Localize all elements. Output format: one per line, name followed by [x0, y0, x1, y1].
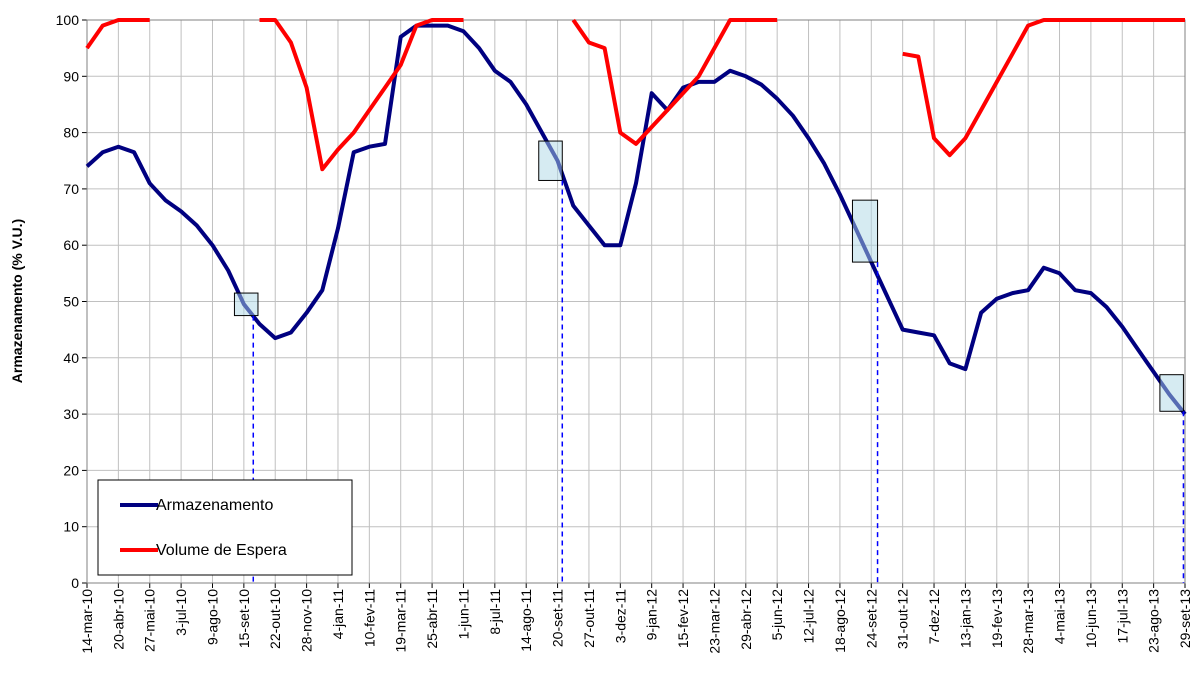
y-tick-label: 10	[63, 519, 79, 535]
x-tick-label: 22-out-10	[267, 589, 283, 649]
x-tick-label: 14-ago-11	[518, 589, 534, 652]
legend-label: Armazenamento	[156, 497, 273, 514]
x-tick-label: 27-mai-10	[142, 589, 158, 652]
x-tick-label: 17-jul-13	[1114, 589, 1130, 644]
x-tick-label: 20-abr-10	[110, 589, 126, 650]
x-tick-label: 23-mar-12	[706, 589, 722, 654]
y-tick-label: 20	[63, 462, 79, 478]
highlight-box	[538, 140, 563, 181]
series-line	[85, 18, 1185, 172]
y-tick-label: 80	[63, 125, 79, 141]
y-tick-label: 0	[71, 575, 79, 591]
x-tick-label: 3-dez-11	[612, 589, 628, 643]
x-tick-label: 15-set-10	[236, 589, 252, 648]
x-tick-label: 13-jan-13	[957, 589, 973, 648]
y-axis-title: Armazenamento (% V.U.)	[9, 219, 25, 383]
x-tick-label: 10-fev-11	[361, 589, 377, 647]
y-tick-label: 60	[63, 237, 79, 253]
x-tick-label: 9-ago-10	[204, 589, 220, 645]
y-tick-label: 50	[63, 294, 79, 310]
x-tick-label: 28-mar-13	[1020, 589, 1036, 654]
y-tick-label: 40	[63, 350, 79, 366]
x-tick-label: 25-abr-11	[424, 589, 440, 649]
x-tick-label: 8-jul-11	[487, 589, 503, 635]
highlight-box	[1159, 374, 1184, 412]
x-tick-label: 3-jul-10	[173, 589, 189, 636]
series-line	[85, 23, 1187, 416]
highlight-box	[233, 292, 259, 317]
x-tick-label: 31-out-12	[895, 589, 911, 649]
y-tick-label: 70	[63, 181, 79, 197]
x-tick-label: 19-fev-13	[989, 589, 1005, 648]
highlight-box	[851, 199, 879, 263]
y-tick-label: 90	[63, 68, 79, 84]
x-tick-label: 12-jul-12	[801, 589, 817, 644]
x-tick-label: 20-set-11	[550, 589, 566, 647]
x-tick-label: 27-out-11	[581, 589, 597, 648]
x-tick-label: 29-set-13	[1177, 589, 1193, 648]
y-tick-label: 30	[63, 406, 79, 422]
x-tick-label: 9-jan-12	[644, 589, 660, 641]
legend-label: Volume de Espera	[156, 542, 287, 559]
plot-border	[86, 19, 1186, 584]
y-tick-label: 100	[56, 12, 80, 28]
x-tick-label: 29-abr-12	[738, 589, 754, 650]
x-tick-label: 4-mai-13	[1052, 589, 1068, 644]
x-tick-label: 4-jan-11	[330, 589, 346, 640]
x-tick-label: 28-nov-10	[299, 589, 315, 652]
x-tick-label: 5-jun-12	[769, 589, 785, 641]
x-tick-label: 7-dez-12	[926, 589, 942, 644]
x-tick-label: 10-jun-13	[1083, 589, 1099, 648]
legend-box	[97, 479, 353, 576]
x-tick-label: 18-ago-12	[832, 589, 848, 653]
x-tick-label: 19-mar-11	[393, 589, 409, 653]
x-tick-label: 23-ago-13	[1146, 589, 1162, 653]
x-tick-label: 1-jun-11	[455, 589, 471, 640]
x-tick-label: 24-set-12	[863, 589, 879, 648]
x-tick-label: 15-fev-12	[675, 589, 691, 648]
x-tick-label: 14-mar-10	[79, 589, 95, 654]
